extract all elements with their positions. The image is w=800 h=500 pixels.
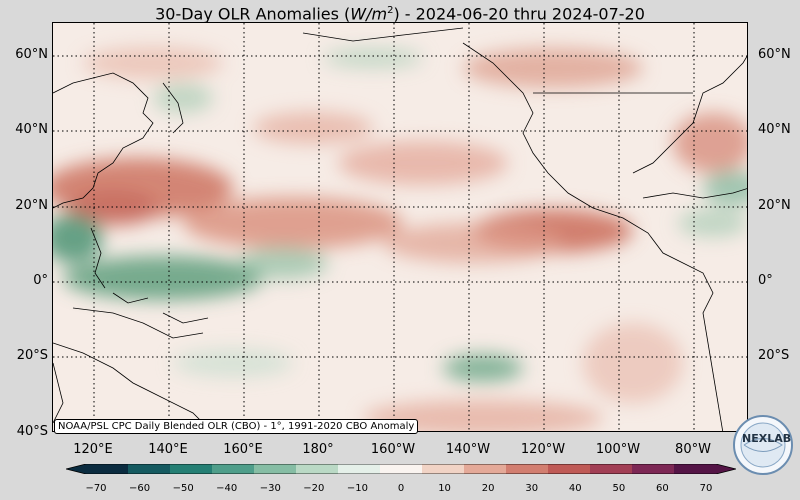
colorbar-cell (422, 464, 465, 474)
colorbar-cell (506, 464, 549, 474)
colorbar-tick-label: −10 (346, 483, 368, 494)
lat-label-eq-right: 0° (758, 273, 773, 288)
lon-label-140e: 140°E (148, 442, 188, 457)
colorbar-cell (464, 464, 507, 474)
colorbar-tick-label: −40 (216, 483, 238, 494)
colorbar-cell (170, 464, 213, 474)
nexlab-globe-logo (733, 415, 793, 475)
colorbar-tick-label: 70 (699, 483, 713, 494)
title-suffix: ) - 2024-06-20 thru 2024-07-20 (393, 4, 645, 24)
lat-label-20n-right: 20°N (758, 198, 791, 213)
logo-text: NEXLAB (742, 432, 792, 445)
title-unit: W/m (350, 4, 388, 24)
lon-label-120e: 120°E (73, 442, 113, 457)
lon-label-80w: 80°W (675, 442, 711, 457)
lon-label-160w: 160°W (370, 442, 416, 457)
colorbar-cell (128, 464, 171, 474)
lat-label-40s-left: 40°S (16, 424, 48, 439)
colorbar-cell (254, 464, 297, 474)
colorbar-cell (212, 464, 255, 474)
lat-label-60n-right: 60°N (758, 47, 791, 62)
colorbar-tick-label: −60 (129, 483, 151, 494)
lon-label-100w: 100°W (595, 442, 641, 457)
colorbar-tick-label: 30 (525, 483, 539, 494)
colorbar-tick-label: 40 (568, 483, 582, 494)
colorbar-cell (548, 464, 591, 474)
lon-label-140w: 140°W (445, 442, 491, 457)
colorbar-tick-label: 50 (612, 483, 626, 494)
graticule (53, 23, 747, 431)
coastlines (53, 27, 747, 431)
colorbar-cell (338, 464, 381, 474)
colorbar-tick-label: 20 (481, 483, 495, 494)
lon-label-120w: 120°W (520, 442, 566, 457)
colorbar-cell (380, 464, 423, 474)
olr-anomaly-map (52, 22, 748, 432)
colorbar (66, 464, 736, 474)
lat-label-20n-left: 20°N (15, 198, 48, 213)
title-unit-exponent: 2 (387, 5, 394, 16)
map-title: 30-Day OLR Anomalies (W/m2) - 2024-06-20… (0, 0, 800, 25)
colorbar-cell (590, 464, 633, 474)
colorbar-cell (296, 464, 339, 474)
anomaly-field (53, 47, 747, 431)
colorbar-tick-label: 60 (656, 483, 669, 494)
colorbar-cell (674, 464, 736, 474)
title-prefix: 30-Day OLR Anomalies ( (155, 4, 351, 24)
colorbar-tick-label: −50 (172, 483, 194, 494)
colorbar-tick-label: −70 (85, 483, 107, 494)
colorbar-tick-label: 10 (438, 483, 451, 494)
lon-label-180: 180° (302, 442, 334, 457)
lon-label-160e: 160°E (223, 442, 263, 457)
data-source-credit: NOAA/PSL CPC Daily Blended OLR (CBO) - 1… (54, 419, 419, 434)
lat-label-40n-left: 40°N (15, 122, 48, 137)
colorbar-cells (66, 464, 736, 474)
colorbar-cell (632, 464, 675, 474)
colorbar-tick-label: −20 (303, 483, 325, 494)
lat-label-20s-right: 20°S (758, 348, 790, 363)
lat-label-20s-left: 20°S (16, 348, 48, 363)
lat-label-40n-right: 40°N (758, 122, 791, 137)
lat-label-60n-left: 60°N (15, 47, 48, 62)
colorbar-tick-label: 0 (397, 483, 405, 494)
map-canvas (53, 23, 747, 431)
lat-label-eq-left: 0° (33, 273, 48, 288)
colorbar-tick-label: −30 (259, 483, 281, 494)
colorbar-cell (66, 464, 128, 474)
